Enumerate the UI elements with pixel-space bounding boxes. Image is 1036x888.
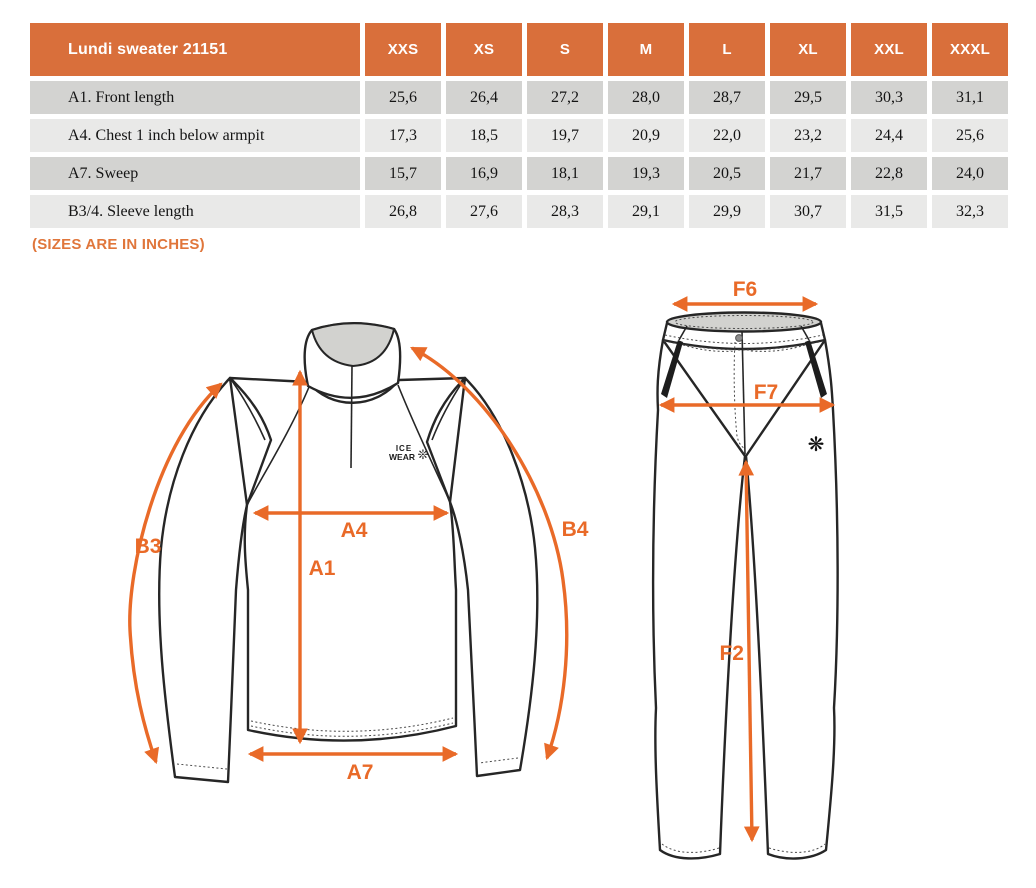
waist-button bbox=[735, 334, 743, 342]
b4-measure-arrow bbox=[410, 346, 569, 761]
measurement-value: 19,3 bbox=[608, 157, 684, 190]
size-column-header: M bbox=[608, 23, 684, 76]
measurement-value: 31,1 bbox=[932, 81, 1008, 114]
measurement-value: 29,5 bbox=[770, 81, 846, 114]
measurement-value: 22,0 bbox=[689, 119, 765, 152]
b3-label: B3 bbox=[135, 535, 162, 558]
right-pocket-trim bbox=[805, 340, 827, 398]
measurement-value: 28,0 bbox=[608, 81, 684, 114]
table-title: Lundi sweater 21151 bbox=[30, 23, 360, 76]
size-column-header: XXL bbox=[851, 23, 927, 76]
measurement-value: 30,7 bbox=[770, 195, 846, 228]
measurement-value: 18,5 bbox=[446, 119, 522, 152]
measurement-value: 30,3 bbox=[851, 81, 927, 114]
b4-label: B4 bbox=[562, 518, 589, 541]
measurement-value: 26,8 bbox=[365, 195, 441, 228]
logo-text-line1: ICE bbox=[396, 444, 412, 453]
size-column-header: XL bbox=[770, 23, 846, 76]
measurement-value: 28,7 bbox=[689, 81, 765, 114]
measurement-value: 21,7 bbox=[770, 157, 846, 190]
pants-outline-art bbox=[652, 311, 839, 860]
f6-label: F6 bbox=[733, 278, 758, 301]
measurement-value: 20,9 bbox=[608, 119, 684, 152]
size-column-header: XXS bbox=[365, 23, 441, 76]
measurement-value: 16,9 bbox=[446, 157, 522, 190]
a7-label: A7 bbox=[347, 761, 374, 784]
left-pocket-trim bbox=[661, 340, 683, 398]
measurement-value: 31,5 bbox=[851, 195, 927, 228]
sweater-outline-art bbox=[158, 322, 539, 784]
f7-label: F7 bbox=[754, 381, 779, 404]
measurement-value: 25,6 bbox=[932, 119, 1008, 152]
b3-measure-arrow bbox=[128, 382, 223, 765]
size-column-header: L bbox=[689, 23, 765, 76]
measurement-value: 19,7 bbox=[527, 119, 603, 152]
size-table: Lundi sweater 21151 XXS XS S M L XL XXL … bbox=[30, 23, 1008, 228]
a4-label: A4 bbox=[341, 519, 368, 542]
measurement-value: 23,2 bbox=[770, 119, 846, 152]
pants-snowflake-icon: ❋ bbox=[808, 434, 825, 456]
measurement-row-label: B3/4. Sleeve length bbox=[30, 195, 360, 228]
measurement-value: 25,6 bbox=[365, 81, 441, 114]
f2-measure-arrow bbox=[738, 459, 760, 843]
measurement-value: 27,6 bbox=[446, 195, 522, 228]
logo-snowflake-icon: ❊ bbox=[418, 447, 429, 462]
collar-inner bbox=[310, 322, 396, 368]
waist-opening bbox=[665, 311, 823, 333]
measurement-value: 15,7 bbox=[365, 157, 441, 190]
measurement-value: 20,5 bbox=[689, 157, 765, 190]
measurement-value: 26,4 bbox=[446, 81, 522, 114]
pants-diagram: ❋ F6 F7 F2 bbox=[652, 278, 839, 860]
measurement-value: 24,0 bbox=[932, 157, 1008, 190]
measurement-row-label: A4. Chest 1 inch below armpit bbox=[30, 119, 360, 152]
a1-label: A1 bbox=[309, 557, 336, 580]
logo-text-line2: WEAR bbox=[389, 452, 415, 462]
size-column-header: S bbox=[527, 23, 603, 76]
size-column-header: XXXL bbox=[932, 23, 1008, 76]
measurement-value: 29,1 bbox=[608, 195, 684, 228]
measurement-value: 28,3 bbox=[527, 195, 603, 228]
measurement-row-label: A1. Front length bbox=[30, 81, 360, 114]
measurement-value: 29,9 bbox=[689, 195, 765, 228]
fly-seam bbox=[741, 330, 746, 455]
sweater-diagram: ICE WEAR ❊ B3 A4 A1 B4 A7 bbox=[128, 322, 589, 784]
brand-logo: ICE WEAR ❊ bbox=[389, 444, 429, 462]
f2-label: F2 bbox=[719, 642, 744, 665]
size-column-header: XS bbox=[446, 23, 522, 76]
measurement-value: 32,3 bbox=[932, 195, 1008, 228]
measurement-value: 27,2 bbox=[527, 81, 603, 114]
measurement-value: 22,8 bbox=[851, 157, 927, 190]
measurement-row-label: A7. Sweep bbox=[30, 157, 360, 190]
measurement-value: 18,1 bbox=[527, 157, 603, 190]
zipper-line bbox=[350, 365, 353, 469]
units-note: (SIZES ARE IN INCHES) bbox=[32, 236, 205, 253]
measurement-value: 17,3 bbox=[365, 119, 441, 152]
measurement-value: 24,4 bbox=[851, 119, 927, 152]
